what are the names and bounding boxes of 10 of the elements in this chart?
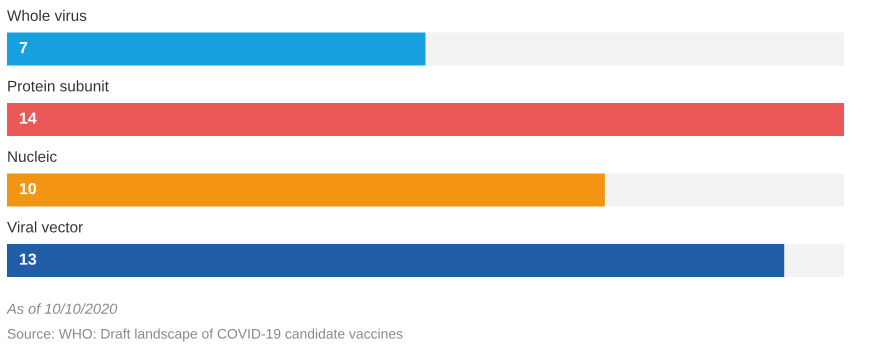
text: As of 10/10/2020 xyxy=(6,303,118,314)
data-label: 13 xyxy=(20,253,36,265)
y-tick-label: Viral vector xyxy=(7,221,83,232)
y-tick-label: Nucleic xyxy=(8,150,57,162)
y-tick-label: Whole virus xyxy=(7,10,86,22)
data-label: 10 xyxy=(20,182,36,194)
data-label: 7 xyxy=(20,42,28,54)
data-label: 14 xyxy=(20,112,37,124)
y-tick-label: Protein subunit xyxy=(8,80,109,92)
source-note: Source: WHO: Draft landscape of COVID-19 candidate vaccines xyxy=(8,328,403,342)
